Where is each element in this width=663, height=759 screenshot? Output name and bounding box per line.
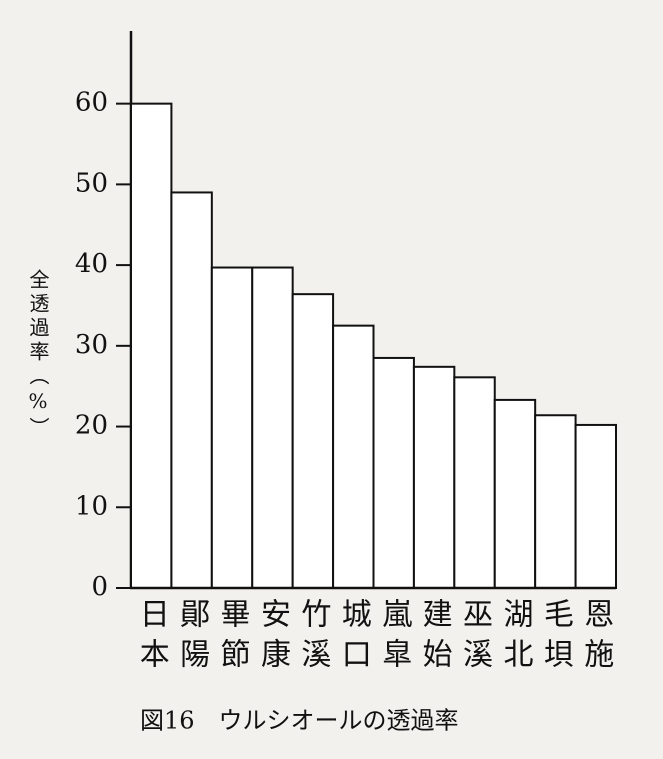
x-tick-label: 巫溪 (457, 598, 492, 678)
x-tick-label: 竹溪 (295, 598, 331, 678)
y-tick-label: 40 (75, 249, 108, 279)
bar (170, 191, 213, 589)
y-tick-label: 0 (91, 572, 108, 602)
bar (251, 266, 294, 589)
bar (574, 423, 617, 589)
bar (210, 266, 254, 589)
bar (291, 293, 335, 589)
x-tick-label: 恩施 (578, 598, 614, 678)
y-axis-label: 全透過率（%） (26, 269, 50, 441)
bar (493, 398, 537, 589)
y-tick-label: 60 (75, 88, 108, 118)
x-tick-label: 嵐皐 (376, 598, 412, 678)
x-tick-label: 毛垻 (538, 598, 573, 678)
bar (130, 102, 173, 590)
y-tick-label: 30 (75, 330, 108, 360)
bar (412, 365, 456, 589)
chart-title: 図16 ウルシオールの透過率 (140, 707, 459, 735)
x-tick-label: 安康 (255, 598, 291, 678)
bar (372, 356, 415, 589)
x-tick-label: 湖北 (497, 598, 532, 678)
bar (332, 324, 375, 589)
bar (453, 376, 496, 589)
x-tick-label: 鄖陽 (174, 598, 210, 678)
x-tick-label: 城口 (336, 598, 371, 678)
y-tick-label: 10 (75, 491, 108, 521)
bar (534, 414, 577, 589)
y-tick-label: 20 (75, 411, 108, 441)
y-tick-label: 50 (75, 168, 108, 198)
x-tick-label: 畢節 (215, 598, 250, 678)
x-tick-label: 日本 (134, 598, 169, 678)
x-tick-label: 建始 (417, 598, 452, 678)
